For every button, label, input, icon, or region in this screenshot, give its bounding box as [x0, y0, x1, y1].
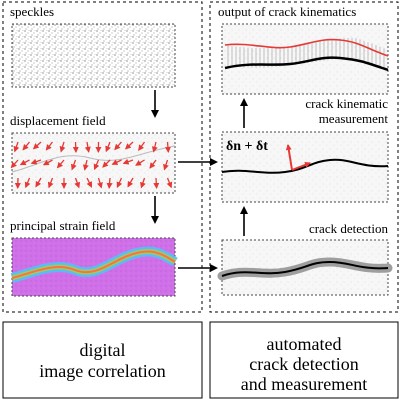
step-label-measurement-2: measurement [318, 111, 388, 126]
displacement-arrow-icon [84, 141, 91, 153]
displacement-field-image [10, 132, 176, 194]
right-caption-frame [209, 321, 399, 399]
displacement-arrow-icon [45, 141, 54, 151]
tangent-vector-icon [291, 162, 311, 171]
displacement-arrow-icon [13, 141, 20, 153]
displacement-arrow-icon [114, 141, 122, 151]
left-caption-frame [2, 321, 203, 399]
displacement-arrow-icon [166, 177, 173, 189]
displacement-arrow-icon [140, 177, 146, 189]
displacement-arrow-icon [74, 177, 81, 189]
principal-strain-image [10, 237, 178, 297]
displacement-arrow-icon [42, 159, 53, 166]
displacement-arrow-icon [35, 177, 42, 188]
crack-kinematics-output-image [221, 23, 389, 95]
displacement-arrow-icon [86, 177, 93, 188]
crack-measurement-image [221, 131, 389, 203]
displacement-arrow-icon [56, 159, 65, 169]
displacement-arrow-icon [164, 141, 171, 153]
kinematic-formula: δn + δt [226, 139, 268, 154]
displacement-arrow-icon [10, 159, 19, 169]
displacement-arrow-icon [82, 159, 89, 171]
displacement-arrow-icon [105, 141, 111, 153]
step-label-speckles: speckles [10, 4, 55, 19]
displacement-arrow-icon [111, 159, 122, 165]
displacement-arrow-icon [93, 159, 100, 171]
displacement-arrow-icon [138, 141, 146, 151]
step-label-detection: crack detection [308, 221, 388, 236]
displacement-arrow-icon [47, 177, 54, 189]
caption-auto-line3: and measurement [240, 374, 368, 394]
step-label-strain: principal strain field [10, 218, 116, 233]
displacement-arrow-icon [70, 159, 77, 171]
displacement-arrow-icon [153, 177, 160, 189]
speckles-image [11, 23, 176, 88]
right-panel-frame [209, 1, 399, 313]
displacement-arrow-icon [22, 141, 31, 151]
displacement-arrow-icon [151, 141, 158, 153]
crack-detection-image [217, 239, 393, 296]
displacement-arrow-icon [24, 177, 31, 189]
caption-auto-line2: crack detection [249, 354, 359, 374]
displacement-arrow-icon [106, 177, 113, 189]
caption-dic-line1: digital [79, 340, 126, 360]
normal-vector-icon [285, 144, 293, 171]
displacement-arrow-icon [97, 177, 103, 189]
caption-auto-line1: automated [266, 334, 342, 354]
displacement-arrow-icon [30, 158, 42, 165]
displacement-arrow-icon [116, 177, 123, 189]
left-panel-frame [2, 1, 203, 313]
displacement-arrow-icon [102, 159, 111, 168]
displacement-arrow-icon [122, 158, 134, 165]
displacement-arrow-icon [135, 159, 145, 166]
step-label-output: output of crack kinematics [218, 4, 357, 19]
displacement-arrow-icon [32, 141, 42, 150]
displacement-arrow-icon [19, 159, 30, 166]
step-label-displacement: displacement field [10, 113, 106, 128]
caption-dic-line2: image correlation [39, 361, 166, 381]
displacement-arrow-icon [59, 141, 66, 153]
displacement-arrow-icon [124, 141, 134, 150]
step-label-measurement-1: crack kinematic [305, 96, 388, 111]
displacement-arrow-icon [149, 159, 157, 169]
displacement-arrow-icon [163, 159, 169, 171]
displacement-arrow-icon [127, 177, 134, 188]
